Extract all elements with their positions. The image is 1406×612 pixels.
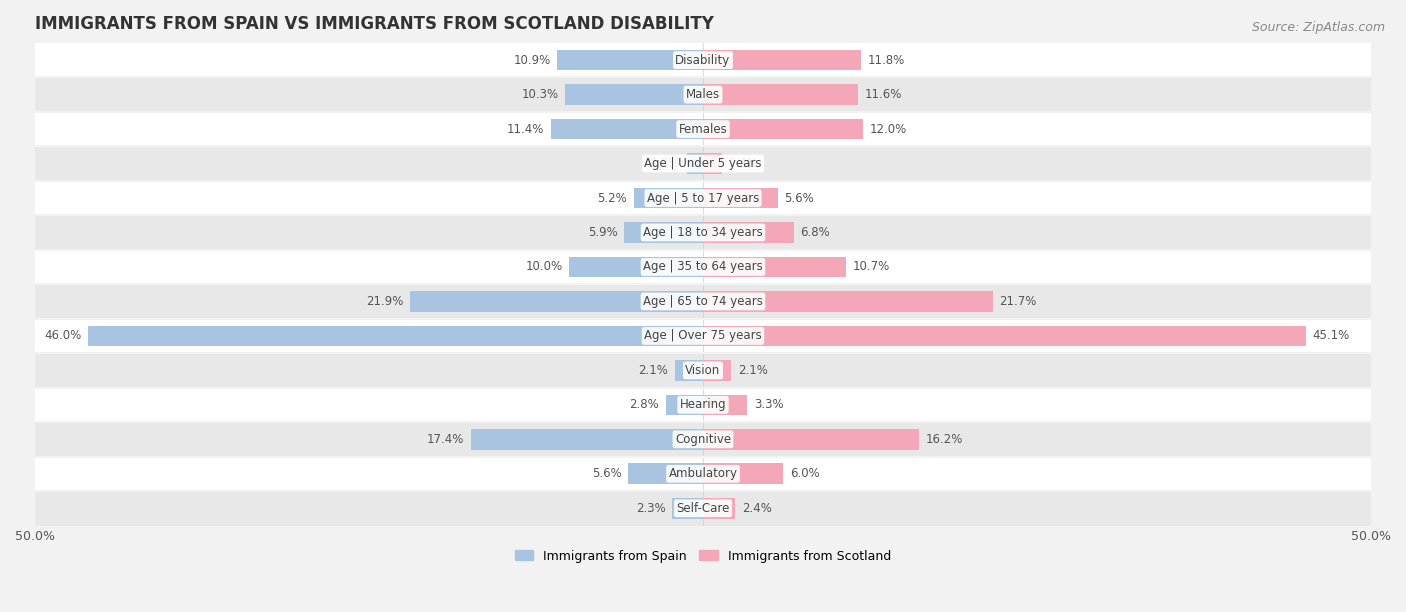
- Text: 11.8%: 11.8%: [868, 54, 904, 67]
- Text: 45.1%: 45.1%: [1312, 329, 1350, 343]
- Text: Cognitive: Cognitive: [675, 433, 731, 446]
- Bar: [703, 360, 731, 381]
- Bar: [35, 181, 1371, 215]
- Text: 11.6%: 11.6%: [865, 88, 903, 101]
- Bar: [565, 84, 703, 105]
- Bar: [665, 395, 703, 415]
- Text: IMMIGRANTS FROM SPAIN VS IMMIGRANTS FROM SCOTLAND DISABILITY: IMMIGRANTS FROM SPAIN VS IMMIGRANTS FROM…: [35, 15, 714, 33]
- Bar: [703, 50, 860, 70]
- Text: 10.9%: 10.9%: [513, 54, 551, 67]
- Bar: [35, 146, 1371, 181]
- Text: 21.7%: 21.7%: [1000, 295, 1038, 308]
- Text: Age | 18 to 34 years: Age | 18 to 34 years: [643, 226, 763, 239]
- Bar: [35, 387, 1371, 422]
- Bar: [35, 250, 1371, 284]
- Text: Ambulatory: Ambulatory: [668, 468, 738, 480]
- Text: 1.4%: 1.4%: [728, 157, 758, 170]
- Text: Age | 5 to 17 years: Age | 5 to 17 years: [647, 192, 759, 204]
- Text: 5.6%: 5.6%: [785, 192, 814, 204]
- Text: 10.7%: 10.7%: [852, 261, 890, 274]
- Text: 11.4%: 11.4%: [506, 122, 544, 136]
- Bar: [675, 360, 703, 381]
- Text: 6.0%: 6.0%: [790, 468, 820, 480]
- Bar: [672, 498, 703, 518]
- Bar: [35, 215, 1371, 250]
- Bar: [703, 291, 993, 312]
- Bar: [703, 395, 747, 415]
- Text: 2.4%: 2.4%: [742, 502, 772, 515]
- Text: 2.1%: 2.1%: [738, 364, 768, 377]
- Bar: [35, 112, 1371, 146]
- Bar: [557, 50, 703, 70]
- Text: Disability: Disability: [675, 54, 731, 67]
- Bar: [35, 491, 1371, 526]
- Bar: [569, 256, 703, 277]
- Text: 21.9%: 21.9%: [367, 295, 404, 308]
- Bar: [703, 188, 778, 208]
- Bar: [703, 222, 794, 243]
- Text: 6.8%: 6.8%: [800, 226, 831, 239]
- Bar: [688, 153, 703, 174]
- Bar: [703, 119, 863, 140]
- Text: Vision: Vision: [685, 364, 721, 377]
- Text: 10.0%: 10.0%: [526, 261, 562, 274]
- Text: 46.0%: 46.0%: [45, 329, 82, 343]
- Bar: [628, 463, 703, 484]
- Bar: [89, 326, 703, 346]
- Bar: [703, 84, 858, 105]
- Text: 5.9%: 5.9%: [588, 226, 617, 239]
- Text: Age | 65 to 74 years: Age | 65 to 74 years: [643, 295, 763, 308]
- Text: 16.2%: 16.2%: [927, 433, 963, 446]
- Bar: [35, 457, 1371, 491]
- Bar: [35, 43, 1371, 77]
- Bar: [703, 498, 735, 518]
- Bar: [551, 119, 703, 140]
- Text: Self-Care: Self-Care: [676, 502, 730, 515]
- Bar: [35, 353, 1371, 387]
- Text: Males: Males: [686, 88, 720, 101]
- Bar: [624, 222, 703, 243]
- Text: 2.1%: 2.1%: [638, 364, 668, 377]
- Bar: [703, 153, 721, 174]
- Text: Source: ZipAtlas.com: Source: ZipAtlas.com: [1251, 21, 1385, 34]
- Bar: [703, 429, 920, 450]
- Text: Age | 35 to 64 years: Age | 35 to 64 years: [643, 261, 763, 274]
- Bar: [35, 422, 1371, 457]
- Text: 17.4%: 17.4%: [426, 433, 464, 446]
- Bar: [35, 284, 1371, 319]
- Text: 1.2%: 1.2%: [651, 157, 681, 170]
- Text: 2.3%: 2.3%: [636, 502, 665, 515]
- Bar: [703, 463, 783, 484]
- Bar: [35, 319, 1371, 353]
- Text: 2.8%: 2.8%: [628, 398, 659, 411]
- Bar: [703, 326, 1306, 346]
- Bar: [411, 291, 703, 312]
- Text: Hearing: Hearing: [679, 398, 727, 411]
- Text: 5.6%: 5.6%: [592, 468, 621, 480]
- Bar: [634, 188, 703, 208]
- Text: 10.3%: 10.3%: [522, 88, 558, 101]
- Text: 3.3%: 3.3%: [754, 398, 783, 411]
- Text: Females: Females: [679, 122, 727, 136]
- Bar: [35, 77, 1371, 112]
- Text: 12.0%: 12.0%: [870, 122, 907, 136]
- Text: 5.2%: 5.2%: [598, 192, 627, 204]
- Legend: Immigrants from Spain, Immigrants from Scotland: Immigrants from Spain, Immigrants from S…: [509, 545, 897, 567]
- Text: Age | Under 5 years: Age | Under 5 years: [644, 157, 762, 170]
- Bar: [471, 429, 703, 450]
- Text: Age | Over 75 years: Age | Over 75 years: [644, 329, 762, 343]
- Bar: [703, 256, 846, 277]
